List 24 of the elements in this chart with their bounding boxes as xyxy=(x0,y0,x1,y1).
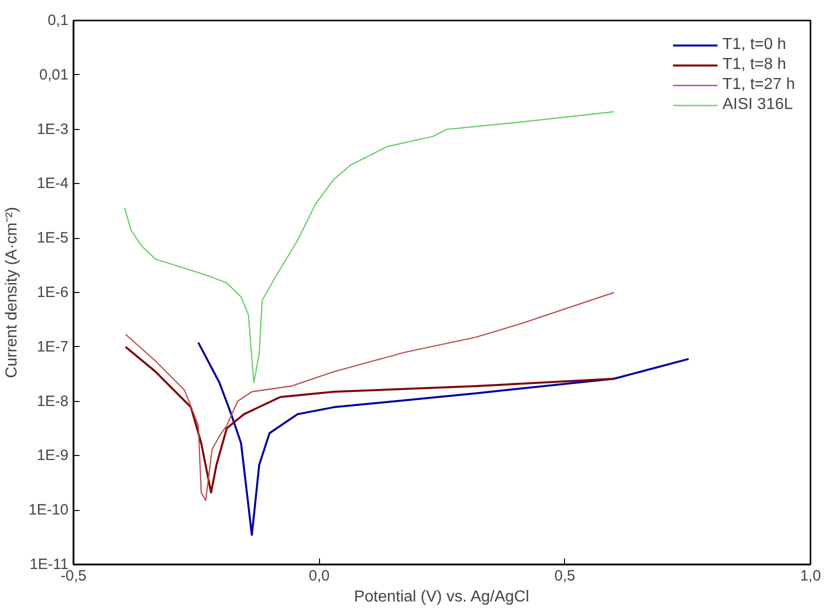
x-tick-label: 0,5 xyxy=(554,568,576,584)
legend-label: AISI 316L xyxy=(722,96,793,114)
x-tick-label: 1,0 xyxy=(800,568,821,584)
legend-label: T1, t=0 h xyxy=(722,36,786,54)
y-tick-label: 1E-10 xyxy=(28,502,69,519)
line-series xyxy=(124,292,615,502)
y-tick-label: 1E-4 xyxy=(36,175,69,192)
x-axis-title: Potential (V) vs. Ag/AgCl xyxy=(354,588,530,606)
y-tick-label: 1E-8 xyxy=(36,392,69,410)
x-tick-label: 0,0 xyxy=(308,568,330,584)
line-series xyxy=(197,342,690,536)
legend-label: T1, t=8 h xyxy=(722,56,786,74)
legend-label: T1, t=27 h xyxy=(722,76,795,94)
y-tick-label: 1E-5 xyxy=(36,230,69,247)
y-tick-label: 1E-3 xyxy=(36,120,69,138)
y-tick-label: 0,01 xyxy=(39,66,69,84)
x-tick-label: -0,5 xyxy=(60,568,86,584)
line-series xyxy=(124,111,615,384)
y-tick-label: 1E-6 xyxy=(36,284,69,301)
y-tick-label: 1E-9 xyxy=(36,447,69,464)
y-axis-title: Current density (A·cm⁻²) xyxy=(3,206,20,378)
y-tick-label: 1E-7 xyxy=(36,338,69,356)
y-tick-label: 0,1 xyxy=(48,12,69,29)
line-series xyxy=(124,346,615,494)
